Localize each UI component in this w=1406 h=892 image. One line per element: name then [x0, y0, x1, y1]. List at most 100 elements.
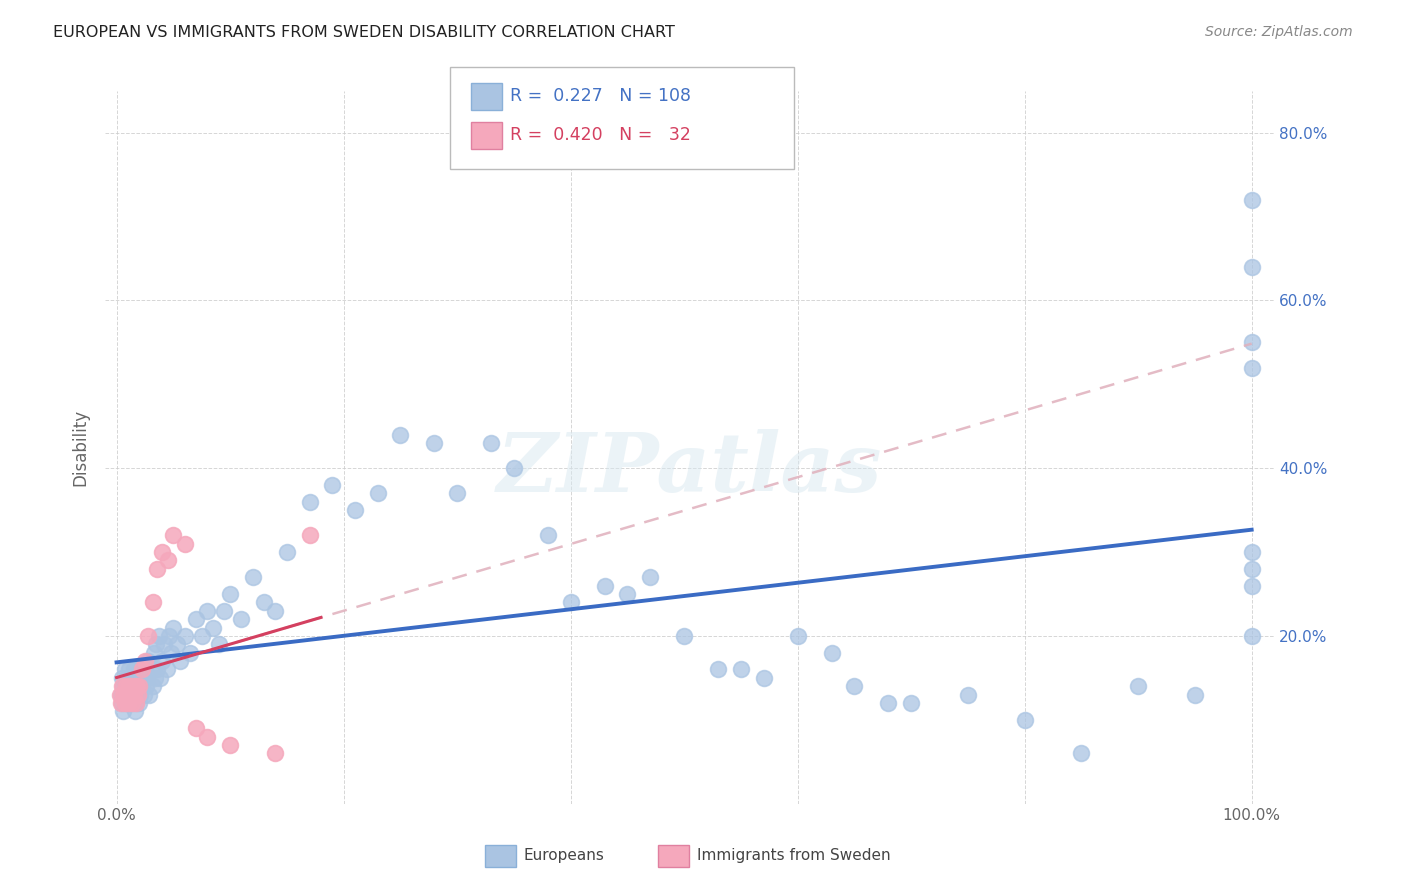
Point: [162, 528, 184, 542]
Point: [128, 662, 150, 676]
Point: [479, 436, 502, 450]
Point: [120, 679, 142, 693]
Point: [118, 688, 141, 702]
Point: [537, 528, 560, 542]
Point: [1240, 360, 1263, 375]
Point: [1240, 193, 1263, 207]
Point: [128, 696, 150, 710]
Point: [752, 671, 775, 685]
Text: Europeans: Europeans: [523, 848, 605, 863]
Point: [120, 671, 142, 685]
Point: [1240, 578, 1263, 592]
Point: [131, 662, 153, 676]
Point: [343, 503, 366, 517]
Point: [115, 688, 138, 702]
Point: [145, 637, 167, 651]
Point: [169, 654, 191, 668]
Point: [502, 461, 524, 475]
Point: [1184, 688, 1206, 702]
Point: [114, 679, 136, 693]
Text: R =  0.227   N = 108: R = 0.227 N = 108: [510, 87, 692, 105]
Point: [298, 494, 321, 508]
Point: [115, 671, 138, 685]
Text: EUROPEAN VS IMMIGRANTS FROM SWEDEN DISABILITY CORRELATION CHART: EUROPEAN VS IMMIGRANTS FROM SWEDEN DISAB…: [53, 25, 675, 40]
Point: [148, 629, 170, 643]
Point: [560, 595, 582, 609]
Point: [195, 604, 218, 618]
Y-axis label: Disability: Disability: [72, 409, 89, 486]
Point: [264, 604, 287, 618]
Point: [138, 629, 160, 643]
Point: [673, 629, 696, 643]
Point: [120, 696, 142, 710]
Point: [118, 679, 141, 693]
Point: [1240, 629, 1263, 643]
Point: [122, 688, 145, 702]
Point: [1240, 562, 1263, 576]
Point: [114, 688, 136, 702]
Point: [157, 629, 180, 643]
Point: [127, 688, 149, 702]
Point: [121, 679, 143, 693]
Point: [231, 612, 253, 626]
Point: [121, 696, 143, 710]
Point: [155, 662, 177, 676]
Point: [389, 427, 412, 442]
Text: ZIPatlas: ZIPatlas: [498, 428, 883, 508]
Point: [118, 662, 141, 676]
Point: [115, 688, 138, 702]
Point: [117, 696, 139, 710]
Point: [1070, 747, 1092, 761]
Point: [214, 604, 236, 618]
Point: [143, 671, 166, 685]
Point: [136, 671, 159, 685]
Point: [1126, 679, 1149, 693]
Point: [956, 688, 979, 702]
Point: [162, 620, 184, 634]
Point: [149, 671, 172, 685]
Point: [179, 646, 201, 660]
Point: [446, 486, 468, 500]
Point: [298, 528, 321, 542]
Point: [125, 662, 148, 676]
Point: [707, 662, 730, 676]
Point: [219, 738, 242, 752]
Point: [138, 654, 160, 668]
Point: [321, 478, 343, 492]
Point: [125, 679, 148, 693]
Point: [423, 436, 446, 450]
Point: [131, 671, 153, 685]
Point: [146, 662, 169, 676]
Text: Source: ZipAtlas.com: Source: ZipAtlas.com: [1205, 25, 1353, 39]
Point: [877, 696, 900, 710]
Point: [730, 662, 752, 676]
Point: [208, 637, 231, 651]
Point: [134, 662, 156, 676]
Point: [128, 679, 150, 693]
Point: [125, 688, 148, 702]
Point: [122, 688, 145, 702]
Point: [146, 562, 169, 576]
Point: [190, 629, 212, 643]
Point: [184, 612, 207, 626]
Point: [142, 679, 165, 693]
Point: [114, 696, 136, 710]
Point: [821, 646, 844, 660]
Point: [143, 646, 166, 660]
Point: [160, 646, 183, 660]
Point: [134, 654, 156, 668]
Point: [117, 696, 139, 710]
Point: [593, 578, 616, 592]
Point: [142, 595, 165, 609]
Point: [124, 705, 146, 719]
Point: [132, 688, 155, 702]
Point: [129, 688, 152, 702]
Point: [616, 587, 638, 601]
Point: [112, 688, 135, 702]
Point: [219, 587, 242, 601]
Point: [150, 545, 173, 559]
Point: [786, 629, 808, 643]
Point: [124, 671, 146, 685]
Point: [253, 595, 276, 609]
Point: [138, 688, 160, 702]
